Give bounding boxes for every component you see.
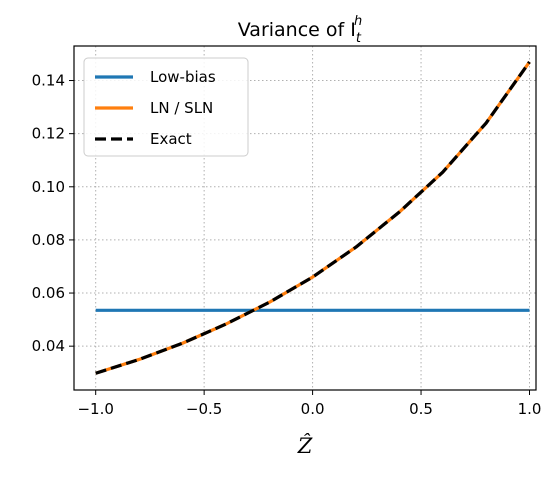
series-lines bbox=[95, 61, 531, 375]
y-tick-label: 0.12 bbox=[32, 125, 65, 143]
legend-label: Low-bias bbox=[150, 68, 216, 86]
x-tick-label: 0.0 bbox=[301, 400, 325, 418]
y-axis-ticks: 0.04 0.06 0.08 0.10 0.12 0.14 bbox=[32, 72, 74, 355]
series-line-ln-sln bbox=[95, 61, 531, 375]
x-axis-label: Ẑ bbox=[297, 434, 313, 458]
y-tick-label: 0.04 bbox=[32, 337, 65, 355]
x-tick-label: 1.0 bbox=[518, 400, 542, 418]
x-tick-label: 0.5 bbox=[409, 400, 433, 418]
legend-label: LN / SLN bbox=[150, 99, 213, 117]
x-tick-label: −0.5 bbox=[186, 400, 222, 418]
y-tick-label: 0.10 bbox=[32, 178, 65, 196]
chart-title-main: Variance of I bbox=[238, 19, 356, 41]
y-tick-label: 0.14 bbox=[32, 72, 65, 90]
x-tick-label: −1.0 bbox=[77, 400, 113, 418]
chart-title-superscript: h bbox=[354, 14, 362, 29]
legend-label: Exact bbox=[150, 130, 192, 148]
x-axis-ticks: −1.0 −0.5 0.0 0.5 1.0 bbox=[77, 390, 541, 418]
legend: Low-bias LN / SLN Exact bbox=[83, 57, 249, 157]
y-tick-label: 0.08 bbox=[32, 231, 65, 249]
chart-title: Variance of Ith bbox=[238, 14, 362, 46]
legend-box bbox=[83, 57, 249, 157]
chart-title-subscript: t bbox=[356, 31, 362, 46]
y-tick-label: 0.06 bbox=[32, 284, 65, 302]
plot-area-frame bbox=[73, 45, 537, 391]
